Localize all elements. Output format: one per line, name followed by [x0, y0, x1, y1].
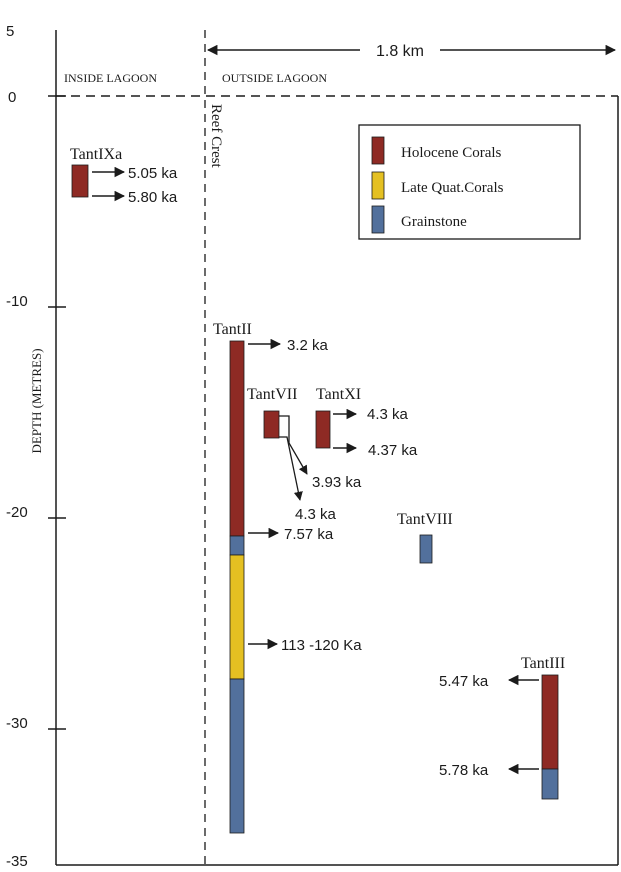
- core-tantii-holocene: [229, 340, 245, 537]
- age-tantiii-1: 5.47 ka: [439, 673, 489, 690]
- core-tantiii-grainstone: [541, 768, 559, 800]
- core-tantiii: TantIII 5.47 ka 5.78 ka: [439, 655, 565, 800]
- core-label-tantviii: TantVIII: [397, 511, 453, 528]
- legend-box: [358, 124, 581, 240]
- core-tantixa: TantIXa 5.05 ka 5.80 ka: [70, 146, 178, 206]
- core-label-tantvii: TantVII: [247, 386, 297, 403]
- core-tantvii: TantVII 3.93 ka 4.3 ka: [247, 386, 362, 523]
- tick-label-minus20: -20: [6, 504, 28, 521]
- reef-crest-label: Reef Crest: [208, 104, 224, 169]
- core-tantviii: TantVIII: [397, 511, 453, 564]
- age-tantii-1: 3.2 ka: [287, 337, 329, 354]
- core-tantii-late-quat: [229, 554, 245, 680]
- inside-lagoon-label: INSIDE LAGOON: [64, 71, 157, 85]
- core-tantxi: TantXI 4.3 ka 4.37 ka: [315, 386, 418, 459]
- core-label-tantixa: TantIXa: [70, 146, 122, 163]
- arrow-tantvii-2: [279, 436, 303, 501]
- core-label-tantii: TantII: [213, 321, 252, 338]
- outside-lagoon-label: OUTSIDE LAGOON: [222, 71, 327, 85]
- age-tantii-2: 7.57 ka: [284, 526, 334, 543]
- legend-label-grainstone: Grainstone: [401, 214, 467, 230]
- core-tantviii-grainstone: [419, 534, 433, 564]
- legend-swatch-late-quat: [371, 171, 385, 200]
- core-tantii-grainstone-1: [229, 535, 245, 556]
- core-tantvii-holocene: [263, 410, 280, 439]
- tick-label-minus10: -10: [6, 293, 28, 310]
- tick-label-0: 0: [8, 89, 16, 106]
- age-tantvii-1: 3.93 ka: [312, 474, 362, 491]
- scale-label: 1.8 km: [376, 43, 424, 60]
- core-tantxi-holocene: [315, 410, 331, 449]
- age-tantii-3: 113 -120 Ka: [281, 637, 362, 654]
- age-tantvii-2: 4.3 ka: [295, 506, 337, 523]
- core-label-tantxi: TantXI: [316, 386, 361, 403]
- core-label-tantiii: TantIII: [521, 655, 565, 672]
- tick-label-minus35: -35: [6, 853, 28, 870]
- legend-label-holocene: Holocene Corals: [401, 145, 502, 161]
- tick-label-minus30: -30: [6, 715, 28, 732]
- age-tantiii-2: 5.78 ka: [439, 762, 489, 779]
- core-tantixa-holocene: [71, 164, 89, 198]
- age-tantxi-2: 4.37 ka: [368, 442, 418, 459]
- legend-swatch-holocene: [371, 136, 385, 165]
- legend-label-late-quat: Late Quat.Corals: [401, 180, 504, 196]
- age-tantixa-1: 5.05 ka: [128, 165, 178, 182]
- y-axis-label: DEPTH (METRES): [29, 348, 44, 453]
- core-tantii-grainstone-2: [229, 678, 245, 834]
- arrow-tantvii-1: [279, 415, 308, 475]
- legend-swatch-grainstone: [371, 205, 385, 234]
- core-tantii: TantII 3.2 ka 7.57 ka 113 -120 Ka: [213, 321, 362, 834]
- age-tantxi-1: 4.3 ka: [367, 406, 409, 423]
- tick-label-5: 5: [6, 23, 14, 40]
- core-tantiii-holocene: [541, 674, 559, 770]
- age-tantixa-2: 5.80 ka: [128, 189, 178, 206]
